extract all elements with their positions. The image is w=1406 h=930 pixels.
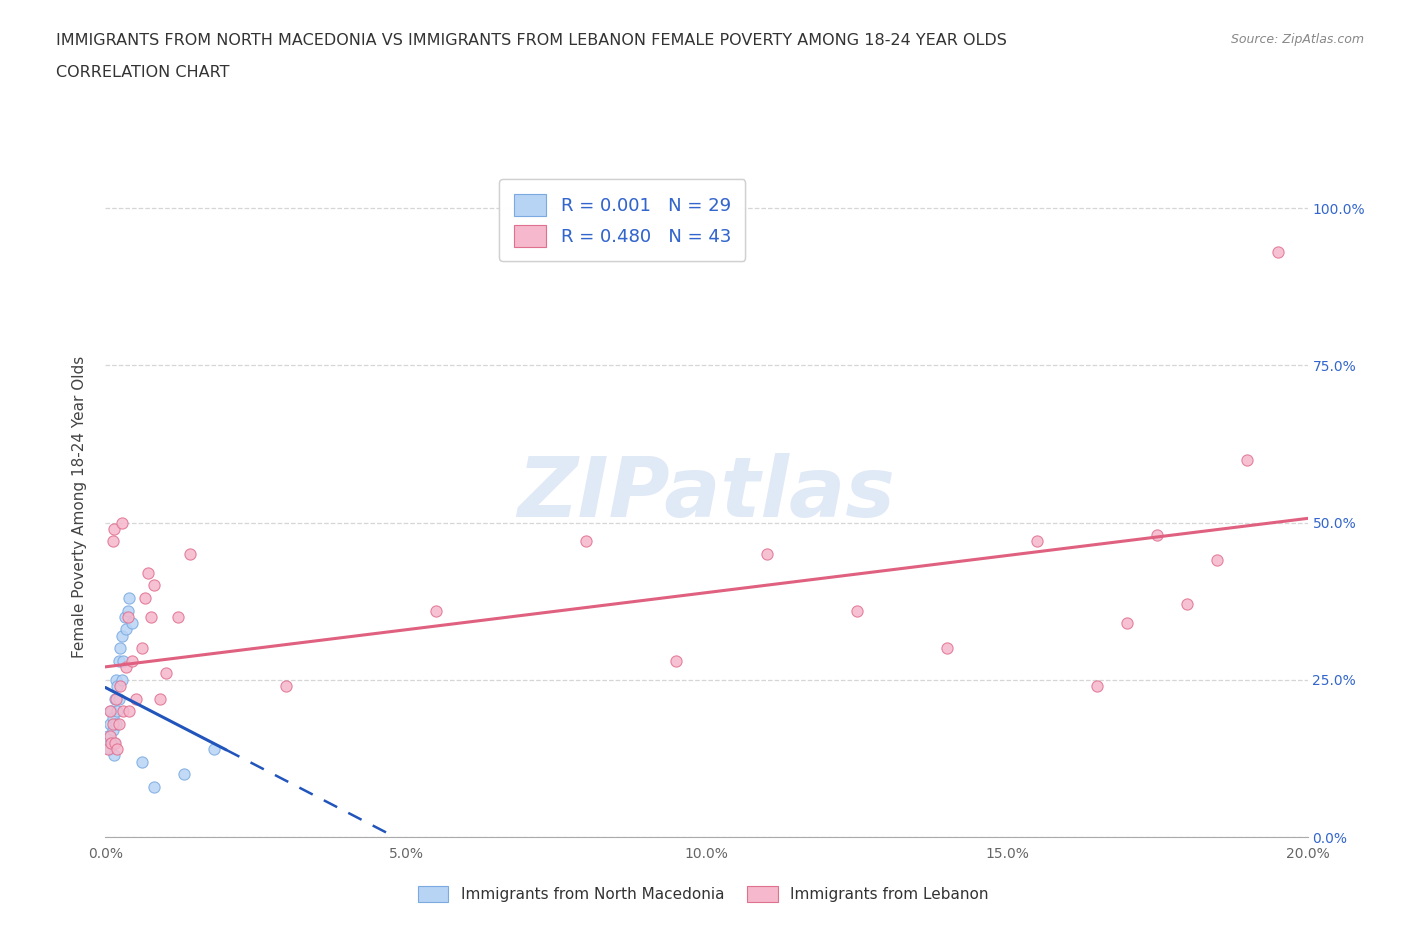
Point	[1267, 245, 1289, 259]
Point	[425, 604, 447, 618]
Point	[124, 691, 146, 706]
Point	[1146, 527, 1168, 542]
Point	[1175, 597, 1198, 612]
Point	[117, 609, 139, 624]
Point	[104, 672, 127, 687]
Point	[104, 736, 127, 751]
Point	[108, 654, 131, 669]
Point	[110, 641, 132, 656]
Point	[107, 691, 129, 706]
Point	[1236, 452, 1258, 467]
Point	[103, 711, 125, 725]
Point	[1206, 552, 1229, 567]
Point	[139, 609, 162, 624]
Point	[173, 766, 195, 781]
Point	[142, 779, 165, 794]
Point	[115, 622, 138, 637]
Point	[100, 736, 122, 751]
Point	[131, 641, 153, 656]
Point	[101, 716, 124, 731]
Point	[179, 547, 201, 562]
Point	[131, 754, 153, 769]
Legend: Immigrants from North Macedonia, Immigrants from Lebanon: Immigrants from North Macedonia, Immigra…	[412, 880, 994, 909]
Point	[98, 729, 121, 744]
Y-axis label: Female Poverty Among 18-24 Year Olds: Female Poverty Among 18-24 Year Olds	[72, 356, 87, 658]
Point	[134, 591, 156, 605]
Point	[118, 591, 141, 605]
Point	[1116, 616, 1139, 631]
Point	[136, 565, 159, 580]
Point	[155, 666, 177, 681]
Point	[274, 679, 297, 694]
Point	[575, 534, 598, 549]
Point	[142, 578, 165, 593]
Point	[166, 609, 188, 624]
Point	[114, 609, 136, 624]
Point	[104, 691, 127, 706]
Point	[97, 741, 120, 756]
Point	[117, 604, 139, 618]
Point	[103, 522, 125, 537]
Point	[98, 704, 121, 719]
Point	[202, 741, 225, 756]
Point	[100, 704, 122, 719]
Point	[665, 654, 688, 669]
Point	[98, 741, 121, 756]
Point	[111, 672, 134, 687]
Point	[148, 691, 170, 706]
Point	[97, 729, 120, 744]
Point	[118, 704, 141, 719]
Point	[755, 547, 778, 562]
Text: CORRELATION CHART: CORRELATION CHART	[56, 65, 229, 80]
Point	[103, 534, 125, 549]
Point	[936, 641, 959, 656]
Point	[100, 736, 122, 751]
Text: IMMIGRANTS FROM NORTH MACEDONIA VS IMMIGRANTS FROM LEBANON FEMALE POVERTY AMONG : IMMIGRANTS FROM NORTH MACEDONIA VS IMMIG…	[56, 33, 1007, 47]
Point	[101, 723, 124, 737]
Point	[98, 716, 121, 731]
Point	[105, 691, 128, 706]
Point	[107, 716, 129, 731]
Point	[112, 704, 135, 719]
Point	[121, 654, 143, 669]
Point	[121, 616, 143, 631]
Point	[105, 716, 128, 731]
Point	[107, 741, 129, 756]
Point	[103, 748, 125, 763]
Text: Source: ZipAtlas.com: Source: ZipAtlas.com	[1230, 33, 1364, 46]
Legend: R = 0.001   N = 29, R = 0.480   N = 43: R = 0.001 N = 29, R = 0.480 N = 43	[499, 179, 745, 261]
Point	[103, 736, 125, 751]
Point	[111, 629, 134, 644]
Point	[1085, 679, 1108, 694]
Point	[107, 704, 129, 719]
Point	[115, 659, 138, 674]
Point	[845, 604, 868, 618]
Text: ZIPatlas: ZIPatlas	[517, 453, 896, 534]
Point	[110, 679, 132, 694]
Point	[112, 654, 135, 669]
Point	[107, 679, 129, 694]
Point	[1026, 534, 1049, 549]
Point	[111, 515, 134, 530]
